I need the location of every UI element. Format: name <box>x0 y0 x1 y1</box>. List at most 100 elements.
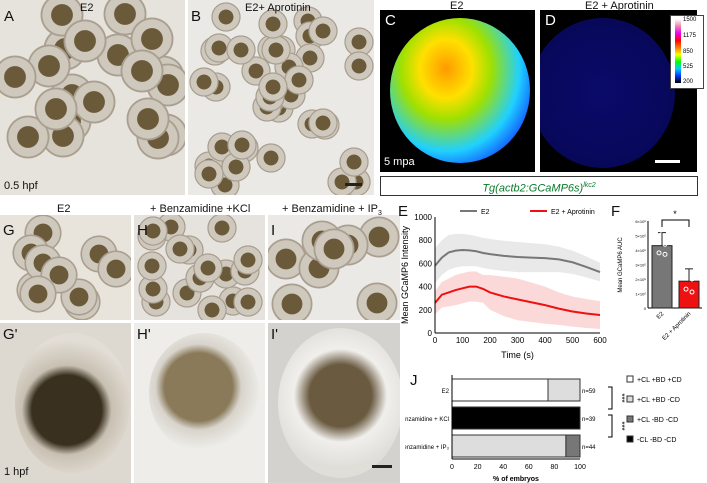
embryo <box>232 287 263 318</box>
embryo <box>164 234 195 265</box>
error-band <box>435 233 600 284</box>
panel-b-title: E2+ Aprotinin <box>245 2 311 14</box>
legend-swatch <box>626 415 634 423</box>
embryo <box>356 281 399 320</box>
data-point <box>662 251 668 257</box>
series-line <box>434 249 601 274</box>
colorbar-tick: 1175 <box>683 33 696 39</box>
embryo <box>207 215 238 244</box>
embryo <box>138 215 169 246</box>
embryo <box>34 86 79 131</box>
panel-c-note: 5 mpa <box>384 156 415 168</box>
panel-c-letter: C <box>385 12 396 29</box>
chart-f: 0 1×10⁵ 2×10⁵ 3×10⁵ 4×10⁵ 5×10⁵ 6×10⁵ Mean GCaM… <box>618 209 702 342</box>
x-tick-label: 20 <box>474 464 482 471</box>
data-point <box>689 276 695 282</box>
embryo <box>71 79 116 124</box>
panel-c-title: E2 <box>450 0 464 12</box>
x-tick-label: E2 + Aprotinin <box>662 311 693 342</box>
embryo <box>257 8 288 39</box>
category-label: Benzamidine + IP₃ <box>405 445 450 451</box>
significance-label: * <box>673 209 677 219</box>
y-tick-label: 1000 <box>414 213 432 222</box>
legend-label: E2 + Aprotinin <box>551 209 595 216</box>
embryo <box>233 244 264 275</box>
embryo <box>257 71 288 102</box>
panel-d-title: E2 + Aprotinin <box>585 0 654 12</box>
panel-g2-note: 1 hpf <box>4 466 29 478</box>
panel-g2-letter: G' <box>3 326 18 343</box>
scale-bar <box>655 160 680 163</box>
panel-i-letter: I <box>271 222 276 239</box>
y-tick-label: 4×10⁵ <box>635 248 646 253</box>
data-point <box>656 250 662 256</box>
x-tick-label: 100 <box>574 464 586 471</box>
panel-g-title: E2 <box>57 203 71 215</box>
y-axis-label: Mean GCaMP6 AUC <box>618 237 624 293</box>
category-label: Benzamidine + KCl <box>405 417 449 423</box>
embryo <box>194 159 225 190</box>
panel-g-letter: G <box>3 222 15 239</box>
panel-b-letter: B <box>191 8 202 25</box>
embryo <box>193 253 224 284</box>
embryo <box>270 283 313 320</box>
embryo <box>307 16 338 47</box>
y-tick-label: 1×10⁵ <box>635 292 646 297</box>
embryo <box>19 275 58 314</box>
bar <box>651 245 673 309</box>
x-tick-label: 0 <box>433 336 438 345</box>
embryo <box>210 1 241 32</box>
panel-h-title: + Benzamidine +KCl <box>150 203 251 215</box>
bar-segment <box>451 434 567 458</box>
embryo <box>125 96 170 141</box>
x-tick-label: 200 <box>483 336 497 345</box>
embryo <box>308 107 339 138</box>
transgene-label: Tg(actb2:GCaMP6s)lkc2 <box>380 176 698 196</box>
panel-h2-letter: H' <box>137 326 151 343</box>
panel-h2-photo <box>134 323 265 483</box>
colorbar-tick: 525 <box>683 64 694 70</box>
legend-label: E2 <box>481 209 490 216</box>
n-label: n=44 <box>582 445 596 451</box>
embryo <box>283 64 314 95</box>
x-tick-label: 100 <box>456 336 470 345</box>
scale-bar <box>372 465 392 468</box>
x-tick-label: 40 <box>499 464 507 471</box>
x-tick-label: 80 <box>551 464 559 471</box>
legend-swatch <box>626 435 634 443</box>
panel-h-photo <box>134 215 265 320</box>
significance-label: *** <box>617 421 626 430</box>
x-axis-label: % of embryos <box>493 476 539 483</box>
x-tick-label: 60 <box>525 464 533 471</box>
y-tick-label: 6×10⁵ <box>635 219 646 224</box>
data-point <box>683 262 689 267</box>
embryo <box>97 250 131 289</box>
panel-h-letter: H <box>137 222 148 239</box>
embryo <box>225 35 256 66</box>
series-line <box>434 285 601 317</box>
panel-i-photo <box>268 215 400 320</box>
panel-b-photo <box>188 0 374 195</box>
data-point <box>662 241 668 247</box>
x-tick-label: 400 <box>538 336 552 345</box>
embryo <box>196 295 227 320</box>
panel-a-photo <box>0 0 185 195</box>
panel-i-title-text: + Benzamidine + IP <box>282 203 379 215</box>
x-tick-label: 600 <box>593 336 607 345</box>
embryo <box>119 49 164 94</box>
panel-d-image <box>540 10 697 172</box>
bar-segment <box>547 378 581 402</box>
legend-label: +CL +BD -CD <box>637 397 680 404</box>
significance-label: *** <box>617 393 626 402</box>
panel-j-letter: J <box>410 372 418 389</box>
colorbar-tick: 200 <box>683 79 694 85</box>
n-label: n=39 <box>582 417 596 423</box>
y-tick-label: 3×10⁵ <box>635 263 646 268</box>
embryo <box>0 54 38 99</box>
significance-bracket <box>661 219 690 227</box>
x-axis-label: Time (s) <box>501 350 534 360</box>
data-point <box>683 286 689 292</box>
embryo <box>260 34 291 65</box>
bar <box>678 280 700 309</box>
legend-label: +CL -BD -CD <box>637 417 678 424</box>
